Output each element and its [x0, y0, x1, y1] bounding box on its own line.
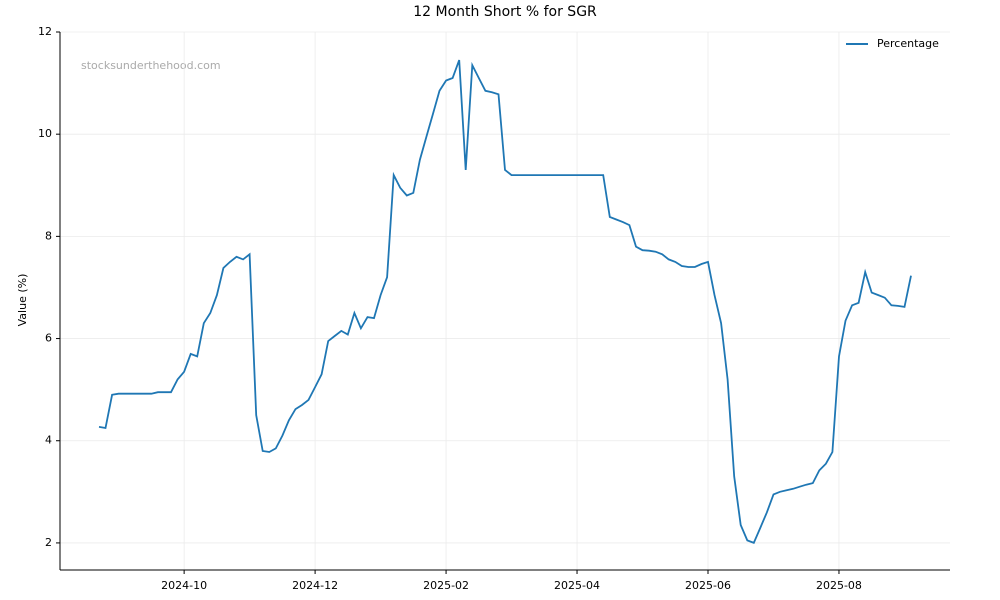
y-tick-label: 8	[45, 229, 52, 242]
x-tick-label: 2025-02	[423, 579, 469, 592]
x-tick-label: 2025-06	[685, 579, 731, 592]
y-tick-label: 4	[45, 434, 52, 447]
y-tick-label: 10	[38, 127, 52, 140]
x-tick-label: 2024-12	[292, 579, 338, 592]
y-axis-label: Value (%)	[16, 274, 29, 327]
y-tick-label: 2	[45, 536, 52, 549]
data-line	[98, 59, 912, 545]
chart-title: 12 Month Short % for SGR	[413, 4, 597, 20]
legend-label: Percentage	[877, 37, 939, 50]
watermark: stocksunderthehood.com	[81, 59, 221, 72]
y-tick-label: 12	[38, 25, 52, 38]
y-tick-label: 6	[45, 332, 52, 345]
x-tick-label: 2025-04	[554, 579, 600, 592]
x-tick-label: 2024-10	[161, 579, 207, 592]
x-tick-label: 2025-08	[816, 579, 862, 592]
